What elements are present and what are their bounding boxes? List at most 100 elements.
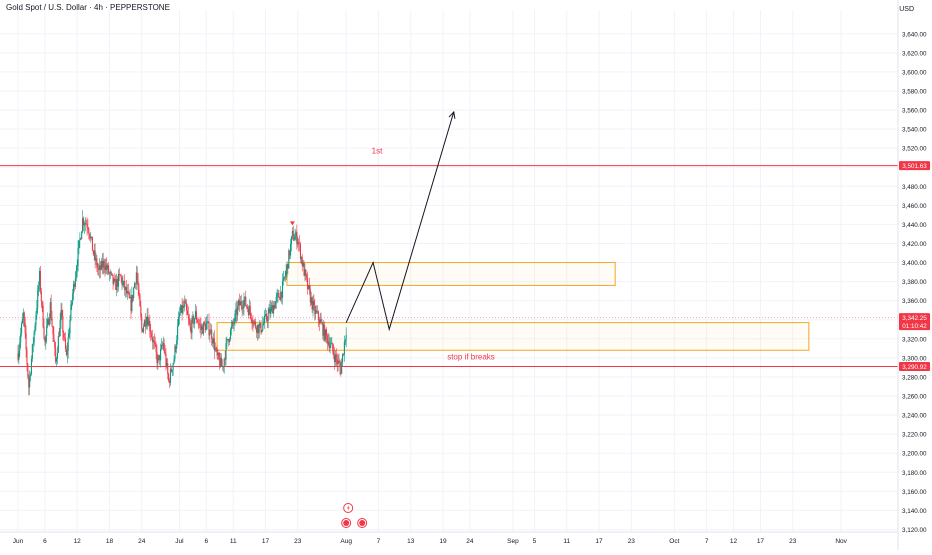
candle-body: [214, 348, 216, 351]
candle-body: [235, 308, 237, 314]
level-label-1st: 1st: [372, 147, 383, 156]
candle-body: [314, 304, 316, 315]
candle-body: [82, 218, 85, 226]
candle-body: [44, 338, 46, 342]
y-tick-label: 3,280.00: [902, 374, 927, 381]
candle-body: [155, 344, 157, 352]
candle-body: [115, 280, 117, 290]
candle-body: [264, 313, 267, 316]
candle-body: [88, 229, 90, 235]
candle-body: [340, 366, 342, 374]
candle-body: [262, 324, 264, 331]
candle-body: [128, 292, 130, 298]
candle-body: [84, 223, 86, 225]
candle-body: [38, 270, 41, 286]
candle-body: [323, 325, 325, 336]
candle-body: [153, 340, 155, 343]
candle-body: [37, 290, 39, 308]
candle-body: [186, 303, 188, 311]
candle-body: [344, 339, 346, 342]
candle-body: [184, 301, 186, 307]
projection-drawing[interactable]: [289, 110, 456, 332]
x-tick-label: 7: [377, 538, 381, 545]
x-tick-label: 17: [757, 538, 765, 545]
candle-body: [267, 313, 269, 322]
x-tick-label: 23: [628, 538, 636, 545]
candle-body: [166, 363, 168, 366]
candle-body: [202, 326, 204, 334]
candle-body: [304, 269, 306, 276]
candle-body: [259, 323, 261, 327]
candle-body: [48, 318, 50, 325]
candle-body: [105, 264, 107, 270]
candle-body: [176, 340, 178, 349]
candle-body: [39, 270, 41, 292]
candle-body: [86, 224, 88, 228]
candle-body: [293, 239, 295, 241]
candle-body: [204, 323, 206, 331]
candle-body: [248, 306, 250, 316]
candle-body: [228, 339, 230, 342]
candle-body: [29, 376, 31, 388]
level-label-stop: stop if breaks: [447, 353, 495, 362]
candle-body: [73, 283, 76, 287]
candle-body: [79, 238, 81, 241]
candle-body: [146, 316, 148, 324]
candle-body: [64, 338, 67, 350]
candle-body: [110, 272, 112, 274]
candle-body: [47, 319, 50, 325]
candle-body: [181, 305, 183, 313]
candle-body: [245, 296, 247, 306]
zones[interactable]: [216, 262, 810, 351]
candle-body: [140, 306, 142, 317]
candle-body: [151, 334, 153, 338]
candle-body: [102, 260, 104, 268]
x-tick-label: 12: [730, 538, 738, 545]
candle-body: [106, 264, 108, 270]
candle-body: [305, 269, 307, 275]
projection-path[interactable]: [345, 111, 455, 332]
candle-body: [240, 301, 242, 306]
candle-body: [168, 374, 170, 381]
y-tick-label: 3,140.00: [902, 508, 927, 515]
candle-body: [244, 296, 246, 301]
y-tick-label: 3,640.00: [902, 31, 927, 38]
event-icons[interactable]: [341, 503, 368, 528]
candle-body: [118, 273, 120, 275]
candle-body: [70, 304, 72, 320]
candle-body: [198, 323, 200, 325]
currency-label[interactable]: USD: [899, 6, 914, 13]
candle-body: [132, 294, 134, 299]
candle-body: [180, 305, 182, 313]
candle-body: [34, 325, 36, 332]
candle-body: [148, 321, 150, 326]
tag-level-2[interactable]: [899, 362, 930, 372]
symbol-title[interactable]: Gold Spot / U.S. Dollar · 4h · PEPPERSTO…: [6, 3, 170, 12]
candle-body: [310, 297, 312, 303]
candle-body: [209, 333, 211, 336]
candle-body: [19, 342, 21, 351]
candle-body: [177, 317, 180, 326]
candle-body: [116, 279, 118, 290]
tag-level-2-text: 3,290.92: [902, 364, 927, 371]
candle-body: [62, 316, 64, 333]
candle-body: [182, 305, 184, 313]
x-tick-label: 17: [595, 538, 603, 545]
candle-body: [203, 322, 205, 334]
tag-last-price[interactable]: [899, 313, 930, 331]
candle-body: [156, 351, 158, 364]
y-tick-label: 3,200.00: [902, 451, 927, 458]
zone-box-2[interactable]: [216, 322, 810, 351]
zone-box-1[interactable]: [286, 262, 616, 286]
levels[interactable]: 1st stop if breaks: [0, 147, 898, 368]
tag-level-1[interactable]: [899, 161, 930, 171]
candle-body: [317, 311, 319, 320]
candle-body: [294, 236, 296, 240]
x-tick-label: Aug: [340, 538, 352, 545]
candle-body: [41, 301, 43, 306]
candle-body: [24, 322, 26, 334]
candle-body: [276, 294, 278, 298]
candle-body: [83, 224, 85, 226]
